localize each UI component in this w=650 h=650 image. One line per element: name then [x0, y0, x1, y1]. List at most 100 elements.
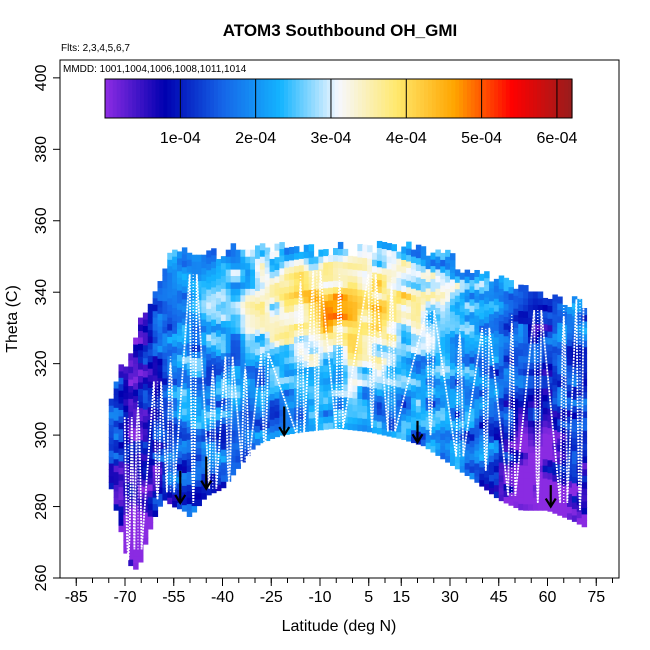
heatmap-cell	[142, 376, 149, 384]
heatmap-cell	[303, 418, 310, 426]
heatmap-cell	[113, 432, 120, 440]
heatmap-cell	[459, 272, 466, 280]
heatmap-cell	[113, 394, 120, 402]
heatmap-cell	[352, 423, 358, 431]
y-tick-label: 340	[33, 279, 50, 306]
heatmap-cell	[152, 497, 159, 505]
heatmap-cell	[196, 434, 202, 442]
colorbar-swatch	[435, 79, 441, 118]
heatmap-cell	[391, 321, 397, 329]
heatmap-cell	[177, 296, 183, 304]
heatmap-cell	[196, 331, 202, 339]
heatmap-cell	[518, 368, 524, 376]
heatmap-cell	[206, 276, 212, 284]
heatmap-cell	[235, 436, 241, 444]
heatmap-cell	[284, 279, 290, 287]
heatmap-cell	[147, 335, 154, 343]
heatmap-cell	[464, 449, 471, 457]
heatmap-cell	[347, 262, 354, 270]
heatmap-cell	[177, 341, 183, 349]
heatmap-cell	[245, 262, 251, 270]
heatmap-cell	[376, 343, 383, 351]
heatmap-cell	[562, 510, 568, 518]
heatmap-cell	[191, 351, 198, 359]
heatmap-cell	[372, 407, 378, 415]
heatmap-cell	[518, 348, 524, 357]
heatmap-cell	[479, 479, 485, 487]
heatmap-cell	[274, 346, 280, 354]
heatmap-cell	[157, 332, 163, 340]
heatmap-cell	[181, 440, 188, 448]
heatmap-cell	[211, 421, 217, 429]
heatmap-cell	[396, 418, 402, 426]
heatmap-cell	[440, 278, 446, 286]
heatmap-cell	[172, 301, 178, 309]
heatmap-cell	[211, 473, 217, 481]
heatmap-cell	[308, 411, 315, 419]
heatmap-cell	[191, 261, 198, 269]
heatmap-cell	[571, 424, 578, 432]
heatmap-cell	[157, 293, 163, 301]
heatmap-cell	[318, 307, 324, 315]
heatmap-cell	[308, 347, 315, 355]
heatmap-cell	[313, 365, 319, 373]
heatmap-cell	[318, 365, 324, 373]
heatmap-cell	[552, 455, 558, 463]
heatmap-cell	[435, 345, 441, 354]
heatmap-cell	[172, 461, 178, 469]
heatmap-cell	[347, 255, 354, 263]
heatmap-cell	[230, 378, 237, 386]
heatmap-cell	[567, 512, 573, 520]
heatmap-cell	[235, 281, 241, 289]
heatmap-cell	[118, 390, 124, 398]
heatmap-cell	[567, 467, 573, 475]
heatmap-cell	[362, 270, 368, 278]
heatmap-cell	[489, 410, 495, 418]
heatmap-cell	[220, 474, 227, 482]
heatmap-cell	[294, 265, 300, 273]
heatmap-cell	[337, 351, 344, 359]
heatmap-cell	[133, 350, 139, 358]
heatmap-cell	[445, 391, 451, 399]
plot-frame	[59, 59, 620, 579]
heatmap-cell	[269, 341, 276, 349]
colorbar-swatch	[373, 79, 379, 118]
heatmap-cell	[552, 403, 558, 411]
heatmap-cell	[498, 326, 505, 334]
heatmap-cell	[401, 433, 407, 441]
heatmap-cell	[581, 449, 588, 457]
heatmap-cell	[450, 452, 456, 460]
colorbar-swatch	[381, 79, 386, 118]
heatmap-cell	[152, 477, 159, 485]
heatmap-cell	[230, 262, 237, 270]
heatmap-cell	[133, 401, 139, 409]
heatmap-cell	[328, 299, 334, 308]
colorbar-swatch	[501, 79, 507, 118]
colorbar-swatch	[143, 79, 149, 118]
heatmap-cell	[469, 292, 475, 300]
heatmap-cell	[162, 377, 168, 385]
heatmap-cell	[547, 356, 553, 364]
heatmap-cell	[147, 316, 154, 324]
colorbar-swatch	[225, 79, 231, 118]
heatmap-cell	[396, 303, 402, 311]
heatmap-cell	[337, 376, 344, 384]
heatmap-cell	[391, 424, 397, 432]
heatmap-cell	[464, 468, 471, 476]
arrow-head	[544, 497, 557, 509]
heatmap-cell	[337, 389, 344, 397]
heatmap-cell	[240, 301, 246, 309]
heatmap-cell	[323, 306, 329, 314]
heatmap-cell	[503, 380, 510, 388]
heatmap-cell	[167, 342, 173, 350]
heatmap-cell	[464, 276, 471, 284]
heatmap-cell	[415, 360, 422, 368]
heatmap-cell	[376, 382, 383, 390]
heatmap-cell	[259, 288, 266, 296]
heatmap-cell	[513, 295, 519, 303]
heatmap-cell	[196, 499, 202, 507]
heatmap-cell	[123, 405, 129, 413]
heatmap-cell	[196, 280, 202, 288]
heatmap-cell	[445, 281, 451, 289]
heatmap-cell	[528, 439, 534, 447]
